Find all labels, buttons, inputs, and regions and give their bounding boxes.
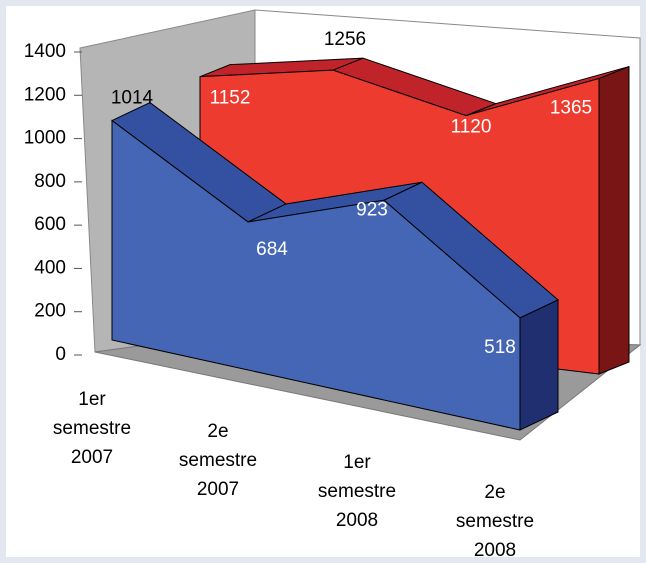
y-tick-label: 400 bbox=[34, 257, 66, 278]
label-line: 2007 bbox=[71, 447, 113, 468]
label-line: semestre bbox=[456, 511, 534, 532]
y-tick-label: 600 bbox=[34, 214, 66, 235]
data-label: 1014 bbox=[111, 88, 154, 109]
y-tick-label: 1200 bbox=[24, 84, 66, 105]
label-line: 2007 bbox=[197, 479, 239, 500]
area-end bbox=[519, 299, 559, 431]
y-tick-label: 800 bbox=[34, 171, 66, 192]
label-line: semestre bbox=[179, 450, 257, 471]
data-label: 1365 bbox=[550, 98, 592, 119]
label-line: 2e bbox=[484, 482, 505, 503]
data-label: 1152 bbox=[210, 88, 251, 109]
label-line: 2e bbox=[207, 421, 228, 442]
label-line: 2008 bbox=[336, 510, 378, 531]
y-tick-label: 1000 bbox=[24, 128, 66, 149]
x-tick-label: 2e semestre 2007 bbox=[179, 421, 257, 500]
label-line: semestre bbox=[53, 418, 131, 439]
y-tick-label: 0 bbox=[55, 344, 66, 365]
area bbox=[111, 119, 521, 431]
data-label: 1120 bbox=[451, 117, 492, 138]
x-tick-label: 1er semestre 2007 bbox=[53, 389, 131, 468]
area-end bbox=[598, 65, 630, 375]
label-line: 2008 bbox=[474, 540, 516, 561]
label-line: semestre bbox=[318, 481, 396, 502]
y-tick-label: 1400 bbox=[24, 41, 66, 62]
label-line: 1er bbox=[78, 389, 106, 410]
x-tick-label: 2e semestre 2008 bbox=[456, 482, 534, 561]
data-label: 684 bbox=[256, 239, 288, 260]
data-label: 518 bbox=[484, 337, 516, 358]
x-tick-label: 1er semestre 2008 bbox=[318, 452, 396, 531]
data-label: 1256 bbox=[324, 29, 366, 50]
y-tick-label: 200 bbox=[34, 301, 66, 322]
label-line: 1er bbox=[343, 452, 371, 473]
data-label: 923 bbox=[356, 199, 388, 220]
